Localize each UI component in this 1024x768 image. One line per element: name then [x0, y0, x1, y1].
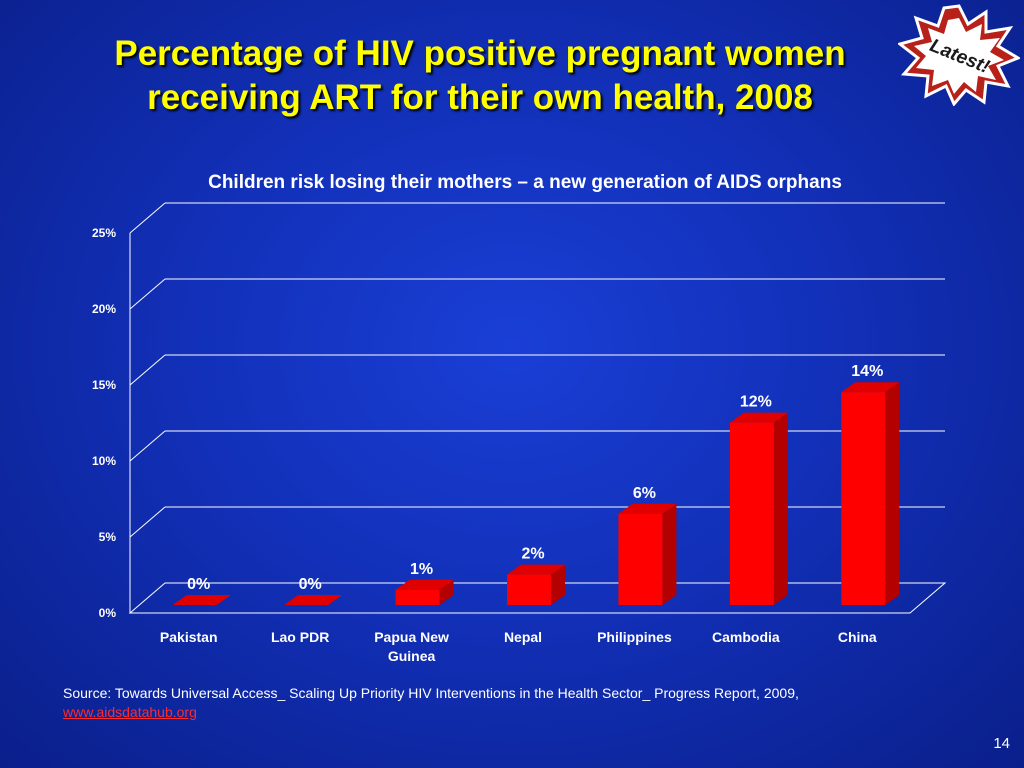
chart-bars — [172, 382, 900, 605]
bar-top — [729, 412, 788, 423]
bar-front — [618, 513, 663, 605]
data-label: 0% — [187, 576, 210, 593]
bar-top — [284, 595, 343, 605]
bar-side — [439, 579, 454, 605]
slide-title: Percentage of HIV positive pregnant wome… — [40, 32, 920, 120]
y-tick-label: 15% — [92, 378, 116, 392]
bar-top — [395, 579, 454, 590]
gridline-diagonal — [129, 430, 166, 462]
bar-side — [885, 382, 900, 605]
bar-side — [773, 412, 788, 605]
source-link[interactable]: www.aidsdatahub.org — [63, 704, 197, 720]
bar — [172, 595, 231, 605]
bar — [841, 382, 900, 605]
gridline-diagonal — [129, 506, 166, 538]
page-number: 14 — [993, 735, 1010, 752]
bar-front — [729, 422, 774, 605]
data-label: 1% — [410, 561, 433, 578]
y-tick-label: 10% — [92, 454, 116, 468]
y-tick-label: 20% — [92, 302, 116, 316]
bar-front — [507, 574, 551, 605]
x-tick-label: Papua New Guinea — [374, 629, 449, 664]
y-tick-label: 5% — [99, 530, 117, 544]
chart-floor — [128, 582, 947, 614]
bar-front — [841, 392, 886, 605]
y-axis-ticks: 0% 5% 10% 15% 20% 25% — [92, 226, 116, 620]
bar — [618, 503, 677, 605]
source-text: Source: Towards Universal Access_ Scalin… — [63, 685, 799, 701]
gridline-diagonal — [129, 202, 166, 234]
data-label: 6% — [633, 485, 656, 502]
gridline-diagonal — [129, 354, 166, 386]
data-label: 2% — [521, 546, 544, 563]
data-label: 14% — [851, 363, 883, 380]
x-tick-label: Pakistan — [160, 629, 218, 645]
x-tick-label: Lao PDR — [271, 629, 329, 645]
bar — [729, 412, 788, 605]
data-labels: 0% 0% 1% 2% 6% 12% 14% — [187, 363, 883, 593]
bar-side — [662, 503, 677, 605]
bar — [284, 595, 343, 605]
chart-grid — [128, 202, 947, 614]
bar-top — [507, 564, 565, 575]
bar-top — [172, 595, 231, 605]
source-note: Source: Towards Universal Access_ Scalin… — [63, 684, 1003, 722]
bar-chart: 0% 5% 10% 15% 20% 25% 0% 0% 1% 2% 6% 12% 14% Pakist… — [92, 202, 947, 664]
y-tick-label: 0% — [99, 606, 117, 620]
x-axis-categories: Pakistan Lao PDR Papua New Guinea Nepal Phili… — [160, 629, 877, 664]
bar — [507, 564, 565, 605]
data-label: 12% — [740, 394, 772, 411]
title-line-1: Percentage of HIV positive pregnant wome… — [114, 34, 846, 73]
x-tick-label: Nepal — [504, 629, 542, 645]
x-tick-label: Philippines — [597, 629, 672, 645]
bar-top — [618, 503, 677, 514]
x-tick-label: Cambodia — [712, 629, 780, 645]
gridline-diagonal — [129, 278, 166, 310]
latest-badge: Latest! — [898, 4, 1020, 106]
x-tick-label: China — [838, 629, 877, 645]
y-tick-label: 25% — [92, 226, 116, 240]
chart-subtitle: Children risk losing their mothers – a n… — [208, 172, 842, 193]
bar-side — [551, 564, 565, 605]
bar — [395, 579, 454, 605]
title-line-2: receiving ART for their own health, 2008 — [147, 78, 813, 117]
bar-top — [841, 382, 900, 393]
data-label: 0% — [299, 576, 322, 593]
bar-front — [395, 589, 440, 605]
